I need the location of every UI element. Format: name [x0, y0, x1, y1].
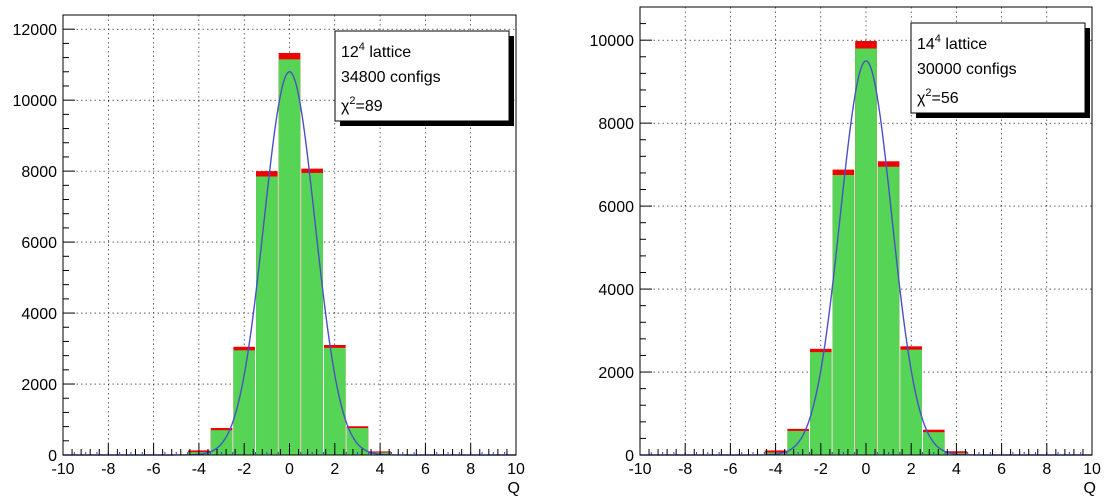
x-tick-label: -8 — [678, 461, 692, 478]
x-tick-label: 4 — [952, 461, 961, 478]
histogram-bar — [855, 48, 877, 456]
x-tick-label: 2 — [330, 461, 339, 478]
bars — [764, 41, 968, 456]
legend-chi-symbol: χ — [917, 90, 926, 107]
x-tick-label: 6 — [997, 461, 1006, 478]
x-tick-label: 10 — [507, 461, 525, 478]
y-tick-label: 8000 — [598, 116, 634, 133]
legend-line-configs: 30000 configs — [917, 61, 1017, 78]
histogram-bar — [832, 175, 855, 455]
x-tick-label: -8 — [101, 461, 115, 478]
histogram-bar — [210, 430, 233, 455]
legend-line-chi2: χ2=56 — [917, 87, 959, 107]
legend-line-lattice: 124 lattice — [341, 41, 411, 61]
x-tick-label: -4 — [192, 461, 206, 478]
y-tick-label: 10000 — [590, 33, 635, 50]
y-tick-label: 4000 — [598, 282, 634, 299]
y-tick-label: 2000 — [21, 377, 57, 394]
y-tick-label: 8000 — [21, 164, 57, 181]
x-axis-label: Q — [508, 480, 520, 497]
x-tick-label: 4 — [376, 461, 385, 478]
x-ticks: -10 -8 -6 -4 -2 0 2 4 6 8 10 — [628, 443, 1101, 478]
legend-frame — [910, 22, 1086, 114]
histogram-bar — [233, 350, 256, 455]
legend-lattice-word: lattice — [365, 44, 411, 61]
y-tick-label: 2000 — [598, 365, 634, 382]
histogram-bar — [278, 59, 301, 456]
legend-lattice-exponent: 4 — [935, 33, 941, 45]
x-tick-label: 0 — [862, 461, 871, 478]
x-tick-label: 0 — [285, 461, 294, 478]
y-tick-label: 6000 — [598, 199, 634, 216]
y-tick-label: 4000 — [21, 306, 57, 323]
histogram-bar — [900, 349, 922, 455]
legend-line-chi2: χ2=89 — [341, 95, 383, 115]
y-tick-label: 12000 — [13, 22, 58, 39]
x-ticks: -10 -8 -6 -4 -2 0 2 4 6 8 10 — [51, 443, 525, 478]
legend-frame — [334, 30, 510, 122]
legend-chi-exponent: 2 — [925, 87, 931, 99]
x-tick-label: 6 — [421, 461, 430, 478]
x-tick-label: 2 — [907, 461, 916, 478]
histogram-bar — [323, 347, 346, 455]
y-ticks: 0 2000 4000 6000 8000 10000 — [590, 6, 652, 465]
x-tick-label: -6 — [723, 461, 737, 478]
y-tick-label: 6000 — [21, 235, 57, 252]
legend-box: 144 lattice 30000 configs χ2=56 — [910, 22, 1090, 118]
histogram-bar — [256, 176, 278, 456]
legend-chi-value: =89 — [356, 98, 383, 115]
y-ticks: 0 2000 4000 6000 8000 10000 12000 — [13, 14, 75, 465]
legend-chi-symbol: χ — [341, 98, 350, 115]
x-tick-label: -10 — [51, 461, 74, 478]
legend-box: 124 lattice 34800 configs χ2=89 — [334, 30, 514, 126]
chart-panel-14-lattice: -10 -8 -6 -4 -2 0 2 4 6 8 10 0 2000 4000 6000 8000 1000… — [590, 6, 1101, 497]
legend-lattice-exponent: 4 — [359, 41, 365, 53]
legend-lattice-size: 14 — [917, 36, 935, 53]
x-tick-label: -4 — [768, 461, 782, 478]
x-tick-label: -10 — [628, 461, 651, 478]
x-tick-label: -2 — [814, 461, 828, 478]
histogram-bar — [877, 166, 900, 455]
legend-line-lattice: 144 lattice — [917, 33, 987, 53]
x-tick-label: 8 — [466, 461, 475, 478]
chart-panel-12-lattice: -10 -8 -6 -4 -2 0 2 4 6 8 10 0 2000 4000 6000 8000 1000… — [13, 14, 525, 497]
x-tick-label: -2 — [237, 461, 251, 478]
x-tick-label: -6 — [146, 461, 160, 478]
histogram-bar — [301, 172, 323, 455]
y-tick-label: 0 — [48, 448, 57, 465]
legend-lattice-word: lattice — [941, 36, 987, 53]
y-tick-label: 0 — [625, 448, 634, 465]
x-tick-label: 10 — [1083, 461, 1101, 478]
y-tick-label: 10000 — [13, 93, 58, 110]
legend-chi-value: =56 — [932, 90, 959, 107]
legend-line-configs: 34800 configs — [341, 69, 441, 86]
legend-chi-exponent: 2 — [349, 95, 355, 107]
histogram-bar — [810, 352, 832, 455]
x-axis-label: Q — [1084, 480, 1096, 497]
legend-lattice-size: 12 — [341, 44, 359, 61]
x-tick-label: 8 — [1042, 461, 1051, 478]
